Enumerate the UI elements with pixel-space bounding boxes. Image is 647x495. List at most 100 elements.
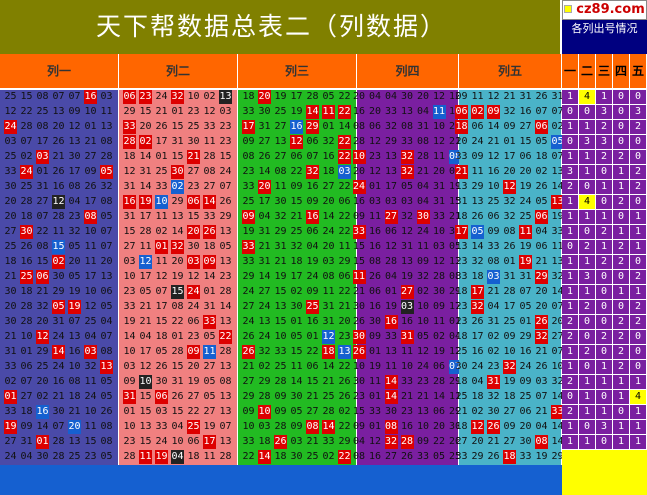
- grid-cell: 27: [258, 286, 271, 297]
- stats-cell: 0: [613, 90, 629, 104]
- grid-cell: 28: [123, 135, 136, 149]
- grid-cell: 31: [203, 301, 216, 312]
- grid-cell: 14: [123, 331, 136, 342]
- grid-cell: 18: [455, 211, 468, 222]
- grid-cell: 05: [322, 91, 335, 102]
- grid-cell: 12: [471, 420, 484, 434]
- grid-cell: 15: [139, 106, 152, 117]
- grid-cell: 08: [487, 256, 500, 267]
- grid-cell: 31: [171, 136, 184, 147]
- grid-cell: 19: [400, 271, 414, 282]
- grid-cell: 01: [368, 346, 382, 357]
- stats-cell: 0: [613, 135, 629, 149]
- grid-cell: 25: [187, 121, 200, 132]
- stats-cell: 2: [630, 315, 646, 329]
- grid-cell: 13: [68, 331, 81, 342]
- grid-cell: 13: [338, 345, 351, 359]
- grid-cell: 14: [219, 301, 232, 312]
- grid-cell: 01: [203, 286, 216, 297]
- grid-cell: 20: [171, 256, 184, 267]
- column-header-4: 列四: [357, 54, 459, 88]
- grid-cell: 26: [171, 391, 184, 402]
- grid-cell: 15: [171, 406, 184, 417]
- grid-cell: 30: [258, 106, 271, 117]
- grid-cell: 27: [4, 226, 17, 237]
- grid-cell: 25: [4, 151, 17, 162]
- grid-cell: 10: [84, 406, 97, 417]
- grid-cell: 10: [432, 121, 446, 132]
- grid-cell: 31: [139, 166, 152, 177]
- grid-cell: 07: [100, 241, 113, 252]
- grid-cell: 33: [242, 240, 255, 254]
- grid-cell: 20: [52, 121, 65, 132]
- grid-cell: 13: [455, 241, 468, 252]
- grid-cell: 24: [519, 196, 532, 207]
- grid-cell: 19: [368, 361, 382, 372]
- grid-cell: 01: [290, 316, 303, 327]
- grid-cell: 30: [171, 165, 184, 179]
- grid-cell: 29: [471, 181, 484, 192]
- stats-cell: 0: [630, 360, 646, 374]
- grid-cell: 29: [338, 256, 351, 267]
- grid-cell: 14: [203, 271, 216, 282]
- grid-cell: 16: [471, 346, 484, 357]
- grid-cell: 26: [203, 225, 216, 239]
- grid-cell: 19: [171, 271, 184, 282]
- grid-cell: 08: [322, 271, 335, 282]
- stats-cell: 1: [579, 210, 595, 224]
- stats-cell: 1: [579, 435, 595, 449]
- grid-cell: 20: [352, 91, 366, 102]
- stats-cell: 0: [613, 105, 629, 119]
- grid-cell: 31: [455, 196, 468, 207]
- grid-cell: 09: [274, 391, 287, 402]
- site-logo[interactable]: cz89.com: [562, 0, 647, 20]
- grid-cell: 13: [400, 256, 414, 267]
- grid-cell: 15: [352, 256, 366, 267]
- stats-cell: 2: [596, 330, 612, 344]
- grid-cell: 23: [400, 406, 414, 417]
- grid-cell: 27: [503, 436, 516, 447]
- grid-cell: 01: [36, 166, 49, 177]
- stats-cell: 1: [613, 165, 629, 179]
- stats-cell: 2: [562, 315, 578, 329]
- stats-cell: 2: [613, 330, 629, 344]
- grid-cell: 16: [352, 196, 366, 207]
- grid-cell: 23: [123, 436, 136, 447]
- grid-cell: 27: [4, 436, 17, 447]
- grid-cell: 16: [487, 166, 500, 177]
- grid-cell: 09: [503, 331, 516, 342]
- grid-cell: 04: [68, 196, 81, 207]
- grid-cell: 33: [368, 406, 382, 417]
- grid-cell: 04: [84, 331, 97, 342]
- grid-cell: 26: [155, 361, 168, 372]
- grid-cell: 06: [187, 195, 200, 209]
- grid-cell: 32: [68, 226, 81, 237]
- grid-cell: 33: [400, 136, 414, 147]
- grid-cell: 33: [242, 181, 255, 192]
- grid-cell: 17: [139, 346, 152, 357]
- stats-cell: 2: [596, 225, 612, 239]
- grid-cell: 07: [100, 226, 113, 237]
- grid-cell: 03: [4, 136, 17, 147]
- grid-cell: 10: [20, 331, 33, 342]
- grid-cell: 21: [306, 391, 319, 402]
- grid-cell: 28: [416, 151, 430, 162]
- grid-cell: 11: [84, 241, 97, 252]
- stats-cell: 2: [562, 180, 578, 194]
- stats-cell: 1: [562, 150, 578, 164]
- grid-cell: 08: [535, 435, 548, 449]
- stats-cell: 1: [630, 405, 646, 419]
- grid-cell: 10: [84, 286, 97, 297]
- grid-cell: 09: [274, 406, 287, 417]
- grid-cell: 31: [20, 436, 33, 447]
- grid-cell: 01: [36, 435, 49, 449]
- grid-cell: 20: [535, 286, 548, 297]
- grid-cell: 14: [551, 286, 564, 297]
- stats-cell: 1: [596, 405, 612, 419]
- grid-cell: 21: [487, 286, 500, 297]
- grid-cell: 22: [338, 421, 351, 432]
- stats-header-3: 三: [596, 54, 613, 88]
- grid-cell: 33: [519, 451, 532, 462]
- grid-cell: 10: [416, 301, 430, 312]
- grid-cell: 30: [290, 451, 303, 462]
